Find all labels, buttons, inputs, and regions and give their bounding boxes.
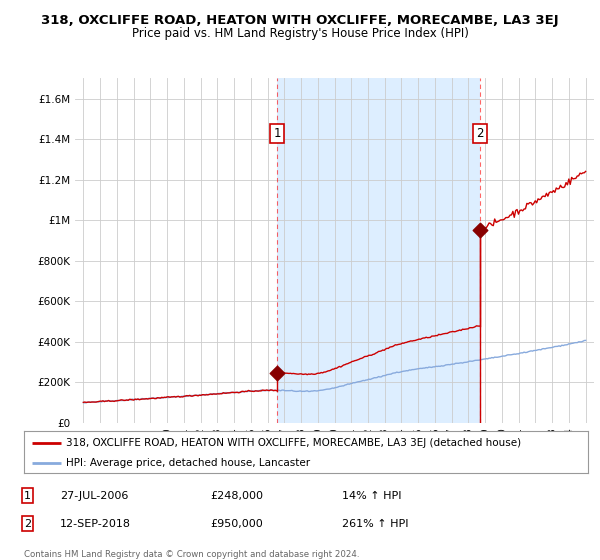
Text: 2: 2	[24, 519, 31, 529]
Text: £248,000: £248,000	[210, 491, 263, 501]
Point	[272, 368, 282, 377]
Text: HPI: Average price, detached house, Lancaster: HPI: Average price, detached house, Lanc…	[66, 458, 310, 468]
Text: 1: 1	[274, 127, 281, 139]
Point	[475, 226, 485, 235]
Text: 1: 1	[24, 491, 31, 501]
Bar	[277, 78, 480, 423]
Text: £950,000: £950,000	[210, 519, 263, 529]
Text: Price paid vs. HM Land Registry's House Price Index (HPI): Price paid vs. HM Land Registry's House …	[131, 27, 469, 40]
Text: 27-JUL-2006: 27-JUL-2006	[60, 491, 128, 501]
Text: 2: 2	[476, 127, 484, 139]
Text: 318, OXCLIFFE ROAD, HEATON WITH OXCLIFFE, MORECAMBE, LA3 3EJ: 318, OXCLIFFE ROAD, HEATON WITH OXCLIFFE…	[41, 14, 559, 27]
Text: 318, OXCLIFFE ROAD, HEATON WITH OXCLIFFE, MORECAMBE, LA3 3EJ (detached house): 318, OXCLIFFE ROAD, HEATON WITH OXCLIFFE…	[66, 438, 521, 448]
Text: 14% ↑ HPI: 14% ↑ HPI	[342, 491, 401, 501]
Text: 261% ↑ HPI: 261% ↑ HPI	[342, 519, 409, 529]
Text: Contains HM Land Registry data © Crown copyright and database right 2024.
This d: Contains HM Land Registry data © Crown c…	[24, 550, 359, 560]
Text: 12-SEP-2018: 12-SEP-2018	[60, 519, 131, 529]
